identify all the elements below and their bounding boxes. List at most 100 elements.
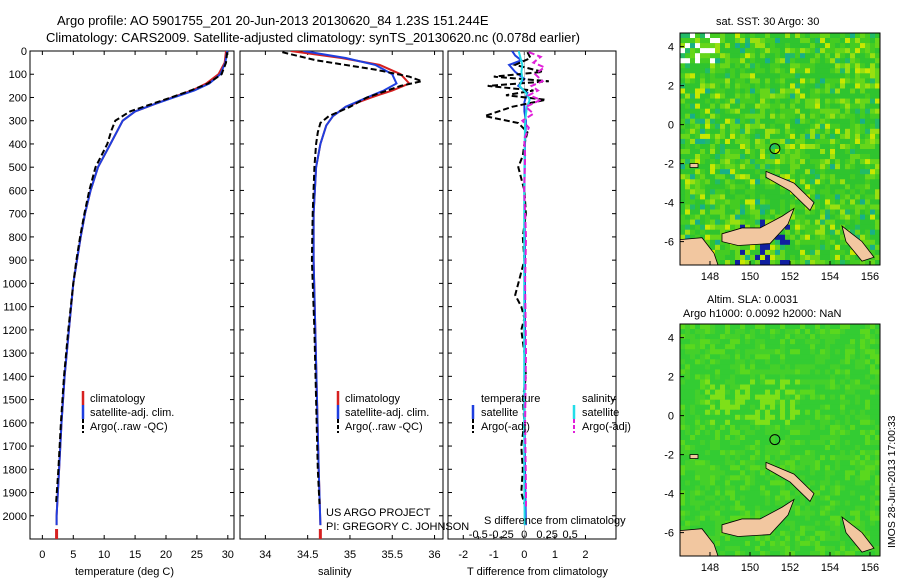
map-cell bbox=[810, 118, 816, 124]
map-cell bbox=[790, 445, 796, 451]
map-cell bbox=[855, 43, 861, 49]
map-cell bbox=[780, 409, 786, 415]
map-cell bbox=[715, 199, 721, 205]
map-cell bbox=[700, 154, 706, 160]
map-cell bbox=[865, 239, 871, 246]
map-cell bbox=[760, 33, 766, 39]
map-cell bbox=[720, 83, 726, 89]
map-cell bbox=[875, 384, 881, 390]
map-cell bbox=[730, 429, 736, 436]
map-cell bbox=[860, 219, 866, 225]
map-cell bbox=[850, 194, 856, 200]
map-cell bbox=[845, 389, 851, 395]
map-cell bbox=[755, 108, 761, 114]
map-x-tick-label: 148 bbox=[701, 562, 719, 574]
map-cell bbox=[815, 339, 821, 345]
map-cell bbox=[735, 450, 741, 456]
map-cell bbox=[725, 329, 731, 335]
map-cell bbox=[870, 128, 876, 135]
map-cell bbox=[735, 445, 741, 451]
map-cell bbox=[720, 63, 726, 69]
map-cell bbox=[740, 204, 746, 210]
map-cell bbox=[750, 93, 756, 99]
map-cell bbox=[870, 149, 876, 155]
map-cell bbox=[690, 179, 696, 185]
map-cell bbox=[715, 133, 721, 140]
map-cell bbox=[775, 53, 781, 59]
map-cell bbox=[835, 209, 841, 215]
map-cell bbox=[790, 38, 796, 44]
map-cell bbox=[710, 470, 716, 476]
map-cell bbox=[840, 349, 846, 355]
map-cell bbox=[795, 78, 801, 84]
map-cell bbox=[765, 334, 771, 340]
map-cell bbox=[780, 460, 786, 466]
map-cell bbox=[790, 138, 796, 145]
map-cell bbox=[680, 349, 686, 355]
map-cell bbox=[840, 149, 846, 155]
map-cell bbox=[770, 414, 776, 421]
map-cell bbox=[775, 33, 781, 39]
map-cell bbox=[845, 133, 851, 140]
map-cell bbox=[755, 339, 761, 345]
map-cell bbox=[795, 535, 801, 542]
map-cell bbox=[695, 465, 701, 471]
map-cell bbox=[770, 184, 776, 190]
map-cell bbox=[710, 189, 716, 195]
map-cell bbox=[715, 530, 721, 537]
map-cell bbox=[770, 369, 776, 375]
map-cell bbox=[845, 164, 851, 170]
map-cell bbox=[820, 138, 826, 145]
map-cell bbox=[760, 43, 766, 49]
map-cell bbox=[760, 179, 766, 185]
map-cell bbox=[865, 113, 871, 119]
map-cell bbox=[845, 349, 851, 355]
map-cell bbox=[855, 234, 861, 240]
map-cell bbox=[735, 78, 741, 84]
map-cell bbox=[775, 73, 781, 79]
map-cell bbox=[805, 480, 811, 486]
map-cell bbox=[755, 414, 761, 421]
map-cell bbox=[830, 510, 836, 516]
map-cell bbox=[850, 58, 856, 64]
temperature-xlabel: temperature (deg C) bbox=[75, 566, 174, 578]
map-cell bbox=[720, 164, 726, 170]
map-cell bbox=[835, 149, 841, 155]
x-tick-label: -1 bbox=[489, 549, 499, 561]
map-cell bbox=[750, 244, 756, 251]
map-cell bbox=[740, 374, 746, 380]
map-cell bbox=[785, 394, 791, 400]
map-cell bbox=[775, 159, 781, 165]
map-cell bbox=[830, 209, 836, 215]
map-cell bbox=[725, 344, 731, 350]
map-cell bbox=[740, 118, 746, 124]
map-cell bbox=[810, 424, 816, 431]
map-cell bbox=[825, 414, 831, 421]
map-cell bbox=[770, 324, 776, 330]
map-cell bbox=[725, 505, 731, 511]
map-cell bbox=[870, 324, 876, 330]
map-cell bbox=[745, 545, 751, 552]
map-cell bbox=[745, 184, 751, 190]
map-cell bbox=[810, 389, 816, 395]
map-cell bbox=[720, 73, 726, 79]
map-cell bbox=[735, 189, 741, 195]
map-cell bbox=[865, 194, 871, 200]
map-cell bbox=[870, 450, 876, 456]
map-cell bbox=[840, 344, 846, 350]
map-cell bbox=[815, 63, 821, 69]
map-cell bbox=[825, 394, 831, 400]
map-cell bbox=[775, 123, 781, 130]
map-cell bbox=[695, 154, 701, 160]
map-cell bbox=[770, 480, 776, 486]
map-cell bbox=[710, 88, 716, 94]
map-cell bbox=[745, 159, 751, 165]
map-cell bbox=[785, 98, 791, 104]
map-cell bbox=[825, 440, 831, 446]
map-cell bbox=[685, 369, 691, 375]
map-cell bbox=[810, 334, 816, 340]
map-cell bbox=[755, 480, 761, 486]
map-cell bbox=[695, 525, 701, 531]
map-cell bbox=[680, 63, 686, 69]
map-cell bbox=[690, 429, 696, 436]
